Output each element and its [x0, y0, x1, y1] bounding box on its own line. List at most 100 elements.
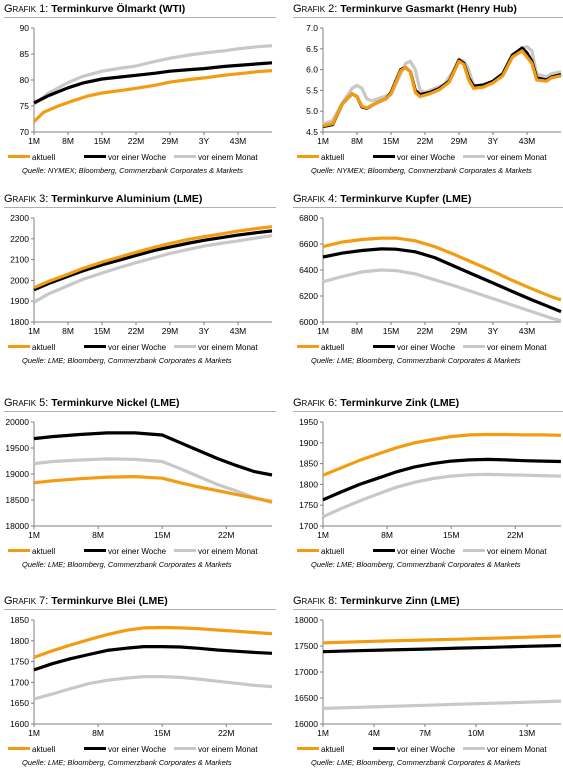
legend-label: aktuell [321, 153, 345, 162]
chart-title: Grafik 2: Terminkurve Gasmarkt (Henry Hu… [293, 2, 517, 16]
legend-swatch [174, 747, 196, 751]
legend-label: vor einem Monat [198, 745, 258, 754]
legend-swatch [297, 345, 319, 349]
y-tick-label: 5.5 [306, 85, 318, 95]
legend-label: vor einer Woche [108, 547, 167, 556]
legend-swatch [8, 345, 30, 349]
x-tick-label: 8M [92, 728, 104, 738]
plot-area: 1700 1750 1800 1850 1900 1950 1M 8M 15M 22M [299, 417, 562, 540]
line-chart: 4.5 5.0 5.5 6.0 6.5 7.0 1M 8M 15M 22M 29M 3Y 43M [306, 23, 562, 146]
y-tick-label: 1900 [10, 296, 29, 306]
y-tick-label: 19500 [5, 443, 29, 453]
y-tick-label: 1850 [10, 615, 29, 625]
x-tick-label: 8M [62, 326, 74, 336]
y-tick-label: 1800 [10, 317, 29, 327]
legend-swatch [8, 549, 30, 553]
y-tick-label: 18000 [5, 521, 29, 531]
legend-swatch [84, 155, 106, 159]
y-tick-label: 16000 [294, 719, 318, 729]
series-line-monat [322, 268, 562, 323]
legend-label: vor einer Woche [108, 343, 167, 352]
x-tick-label: 8M [381, 530, 393, 540]
x-tick-label: 22M [128, 326, 145, 336]
legend-item-aktuell: aktuell [8, 342, 55, 353]
title-separator [293, 17, 563, 18]
y-tick-label: 6400 [299, 265, 318, 275]
y-tick-label: 1950 [299, 417, 318, 427]
x-tick-label: 22M [218, 728, 235, 738]
y-tick-label: 1700 [299, 521, 318, 531]
legend-label: vor einer Woche [108, 153, 167, 162]
line-chart: 18000 18500 19000 19500 20000 1M 8M 15M 22M [5, 417, 273, 540]
title-separator [4, 207, 276, 208]
y-tick-label: 17000 [294, 667, 318, 677]
series-line-woche [322, 643, 562, 654]
chart-title: Grafik 4: Terminkurve Kupfer (LME) [293, 192, 471, 206]
legend-swatch [373, 155, 395, 159]
chart-title-prefix: Grafik 7: [4, 595, 49, 607]
legend-label: vor einem Monat [487, 153, 547, 162]
y-tick-label: 1900 [299, 438, 318, 448]
legend-label: vor einer Woche [108, 745, 167, 754]
plot-area: 70 75 80 85 90 1M 8M 15M 22M 29M 3Y 43M [20, 23, 273, 146]
chart-title-prefix: Grafik 1: [4, 3, 49, 15]
legend-swatch [373, 549, 395, 553]
legend-swatch [297, 747, 319, 751]
y-tick-label: 90 [20, 23, 30, 33]
legend-swatch [373, 747, 395, 751]
legend-item-aktuell: aktuell [8, 152, 55, 163]
legend-swatch [463, 345, 485, 349]
series-line-monat [322, 472, 562, 519]
chart-title-prefix: Grafik 3: [4, 193, 49, 205]
legend-swatch [463, 155, 485, 159]
legend-swatch [174, 345, 196, 349]
y-tick-label: 18500 [5, 495, 29, 505]
y-tick-label: 1700 [10, 677, 29, 687]
x-tick-label: 1M [317, 728, 329, 738]
y-tick-label: 6.0 [306, 65, 318, 75]
title-separator [4, 17, 276, 18]
legend-item-monat: vor einem Monat [174, 546, 258, 557]
chart-title-prefix: Grafik 6: [293, 397, 338, 409]
y-tick-label: 1650 [10, 698, 29, 708]
legend-label: vor einer Woche [397, 745, 456, 754]
x-tick-label: 15M [94, 326, 111, 336]
y-tick-label: 5.0 [306, 106, 318, 116]
series-line-monat [322, 45, 562, 126]
y-tick-label: 6200 [299, 291, 318, 301]
chart-grid: Grafik 1: Terminkurve Ölmarkt (WTI) 70 75 8… [4, 2, 563, 767]
legend-item-monat: vor einem Monat [174, 342, 258, 353]
y-tick-label: 1800 [299, 479, 318, 489]
legend-swatch [297, 155, 319, 159]
x-tick-label: 15M [383, 326, 400, 336]
chart-title: Grafik 7: Terminkurve Blei (LME) [4, 594, 168, 608]
y-tick-label: 6600 [299, 239, 318, 249]
chart-source: Quelle: LME; Bloomberg, Commerzbank Corp… [311, 356, 521, 365]
legend-swatch [463, 747, 485, 751]
title-separator [4, 411, 276, 412]
y-tick-label: 1750 [10, 657, 29, 667]
y-tick-label: 2000 [10, 275, 29, 285]
legend-item-woche: vor einer Woche [84, 546, 166, 557]
legend-label: aktuell [321, 343, 345, 352]
legend-item-aktuell: aktuell [297, 546, 344, 557]
chart-title-text: Terminkurve Gasmarkt (Henry Hub) [337, 3, 517, 15]
chart-title: Grafik 1: Terminkurve Ölmarkt (WTI) [4, 2, 185, 16]
chart-source: Quelle: NYMEX; Bloomberg, Commerzbank Co… [311, 166, 532, 175]
chart-panel: Grafik 7: Terminkurve Blei (LME) 1600 1650… [4, 594, 276, 780]
plot-area: 18000 18500 19000 19500 20000 1M 8M 15M 22M [5, 417, 273, 540]
series-line-aktuell [322, 236, 562, 302]
x-tick-label: 10M [468, 728, 485, 738]
legend-label: vor einem Monat [487, 343, 547, 352]
legend-label: vor einer Woche [397, 153, 456, 162]
chart-title: Grafik 3: Terminkurve Aluminium (LME) [4, 192, 202, 206]
y-tick-label: 2200 [10, 234, 29, 244]
series-line-aktuell [33, 225, 273, 290]
chart-legend: aktuell vor einer Woche vor einem Monat [8, 342, 276, 353]
legend-label: aktuell [32, 343, 56, 352]
chart-legend: aktuell vor einer Woche vor einem Monat [297, 546, 563, 557]
title-separator [293, 609, 563, 610]
legend-swatch [174, 549, 196, 553]
chart-panel: Grafik 4: Terminkurve Kupfer (LME) 6000 62… [293, 192, 563, 378]
legend-item-woche: vor einer Woche [373, 546, 455, 557]
